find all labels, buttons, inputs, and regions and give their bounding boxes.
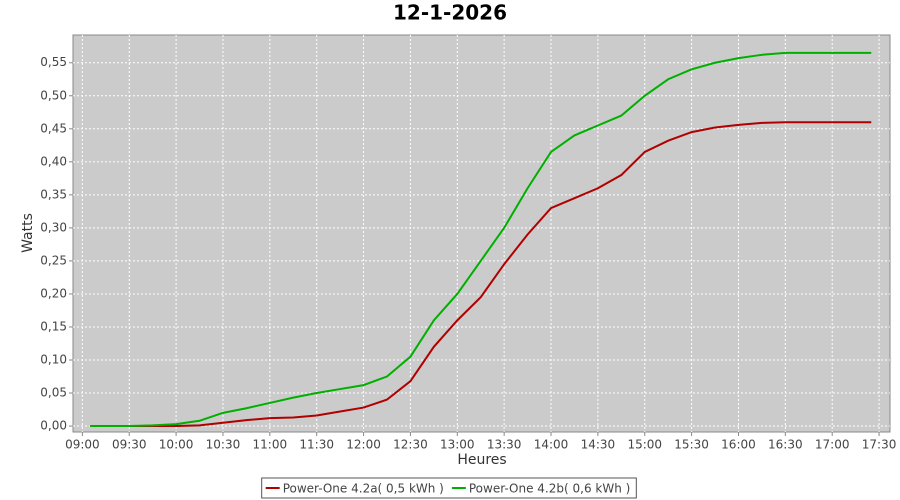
- x-tick-label: 11:00: [253, 438, 288, 452]
- x-tick-label: 13:30: [487, 438, 522, 452]
- x-tick-label: 17:30: [862, 438, 897, 452]
- y-tick-label: 0,40: [40, 154, 67, 168]
- x-tick-label: 09:30: [112, 438, 147, 452]
- y-tick-label: 0,20: [40, 286, 67, 300]
- legend-box: [261, 477, 637, 499]
- x-tick-label: 10:30: [206, 438, 241, 452]
- x-tick-label: 11:30: [299, 438, 334, 452]
- y-tick-label: 0,10: [40, 352, 67, 366]
- plot-area: [72, 34, 891, 433]
- x-tick-label: 15:30: [674, 438, 709, 452]
- x-tick-label: 14:30: [581, 438, 616, 452]
- x-tick-label: 12:30: [393, 438, 428, 452]
- x-axis-label: Heures: [457, 452, 506, 468]
- y-tick-label: 0,30: [40, 220, 67, 234]
- x-tick-label: 15:00: [627, 438, 662, 452]
- y-tick-label: 0,45: [40, 121, 67, 135]
- y-tick-label: 0,15: [40, 319, 67, 333]
- y-axis-label: Watts: [20, 213, 36, 253]
- x-tick-label: 16:30: [768, 438, 803, 452]
- legend-label: Power-One 4.2a( 0,5 kWh ): [283, 482, 444, 496]
- y-tick-label: 0,05: [40, 386, 67, 400]
- x-tick-label: 17:00: [815, 438, 850, 452]
- x-tick-label: 10:00: [159, 438, 194, 452]
- chart-title: 12-1-2026: [393, 1, 507, 25]
- y-tick-label: 0,25: [40, 253, 67, 267]
- series-line: [90, 121, 872, 428]
- series-line: [90, 51, 872, 428]
- x-tick-label: 13:00: [440, 438, 475, 452]
- y-tick-label: 0,50: [40, 88, 67, 102]
- y-tick-label: 0,35: [40, 187, 67, 201]
- y-tick-label: 0,00: [40, 419, 67, 433]
- x-tick-label: 14:00: [534, 438, 569, 452]
- x-tick-label: 12:00: [346, 438, 381, 452]
- x-tick-label: 09:00: [65, 438, 100, 452]
- legend-label: Power-One 4.2b( 0,6 kWh ): [469, 482, 630, 496]
- y-tick-label: 0,55: [40, 55, 67, 69]
- x-tick-label: 16:00: [721, 438, 756, 452]
